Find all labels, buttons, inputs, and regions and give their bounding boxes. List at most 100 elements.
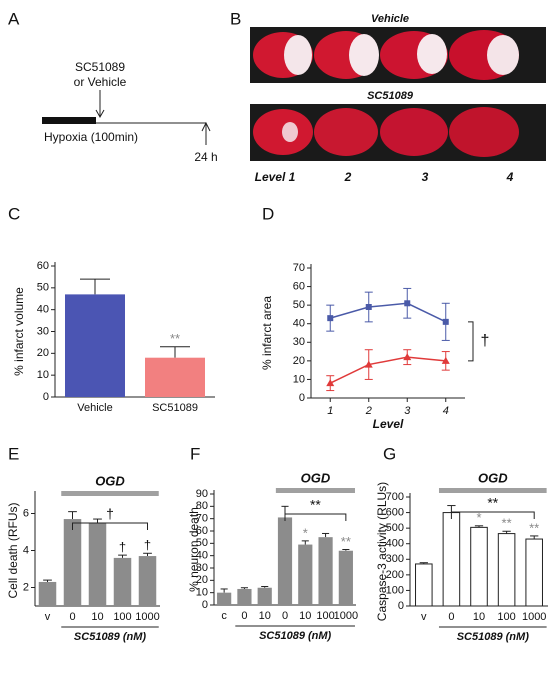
- bar: [257, 587, 272, 605]
- x-tick-label: v: [421, 611, 427, 623]
- group-label: OGD: [301, 470, 331, 485]
- x-tick-label: 3: [404, 405, 411, 417]
- x-tick-label: 0: [241, 610, 247, 622]
- y-tick-label: 40: [293, 318, 305, 330]
- bar: [38, 581, 57, 606]
- x-tick-label: 0: [448, 611, 454, 623]
- significance: **: [170, 331, 180, 346]
- drug-label: or Vehicle: [74, 75, 127, 89]
- y-tick-label: 0: [202, 599, 208, 611]
- y-axis-label: % neuron death: [187, 507, 201, 592]
- y-tick-label: 20: [37, 347, 49, 359]
- y-tick-label: 50: [293, 299, 305, 311]
- level-label: Level 1: [255, 170, 296, 184]
- y-tick-label: 10: [293, 373, 305, 385]
- timeline: SC51089 or Vehicle Hypoxia (100min) 24 h: [42, 60, 218, 164]
- x-tick-label: 10: [473, 611, 485, 623]
- y-tick-label: 70: [196, 513, 208, 525]
- y-tick-label: 10: [37, 369, 49, 381]
- bracket: [450, 511, 535, 519]
- y-tick-label: 50: [196, 537, 208, 549]
- marker: [327, 315, 334, 322]
- bar: [415, 563, 433, 607]
- y-tick-label: 100: [386, 584, 404, 596]
- y-tick-label: 80: [196, 500, 208, 512]
- bar: [442, 512, 461, 607]
- x-tick-label: 10: [91, 611, 103, 623]
- series-line: [329, 356, 446, 384]
- y-axis-label: Cell death (RFUs): [6, 502, 20, 598]
- y-tick-label: 60: [293, 280, 305, 292]
- significance: †: [144, 538, 151, 553]
- bar: [145, 357, 205, 397]
- marker: [403, 353, 412, 361]
- bar: [470, 526, 488, 607]
- x-tick-label: Vehicle: [77, 402, 112, 414]
- level-label: 3: [422, 170, 429, 184]
- hypoxia-label: Hypoxia (100min): [44, 130, 138, 144]
- x-tick-label: c: [221, 610, 227, 622]
- x-tick-label: 0: [69, 611, 75, 623]
- significance: †: [119, 540, 126, 555]
- bracket: [72, 522, 148, 530]
- y-tick-label: 0: [299, 392, 305, 404]
- x-tick-label: v: [45, 611, 51, 623]
- bar: [298, 544, 313, 605]
- group-bar: [275, 488, 355, 493]
- panel-label: F: [190, 444, 200, 463]
- y-tick-label: 90: [196, 488, 208, 500]
- y-tick-label: 20: [196, 574, 208, 586]
- bracket: [284, 513, 347, 521]
- y-tick-label: 700: [386, 491, 404, 503]
- group-label: OGD: [478, 470, 508, 485]
- vehicle-brains: [253, 30, 519, 80]
- bar: [88, 522, 107, 606]
- bar: [497, 533, 516, 607]
- y-tick-label: 0: [43, 391, 49, 403]
- bar: [138, 556, 157, 606]
- y-tick-label: 10: [196, 587, 208, 599]
- bracket: [468, 321, 474, 362]
- y-tick-label: 20: [293, 355, 305, 367]
- y-tick-label: 40: [196, 550, 208, 562]
- marker: [441, 356, 450, 364]
- y-tick-label: 50: [37, 282, 49, 294]
- x-tick-label: 2: [365, 405, 372, 417]
- x-tick-label: 1: [327, 405, 333, 417]
- x-axis-label: SC51089 (nM): [457, 631, 529, 643]
- bar: [65, 294, 125, 397]
- level-label: 2: [344, 170, 352, 184]
- panel-label: A: [8, 9, 20, 28]
- y-tick-label: 500: [386, 522, 404, 534]
- y-tick-label: 60: [196, 525, 208, 537]
- bar: [63, 519, 82, 606]
- x-tick-label: 100: [497, 611, 515, 623]
- significance: †: [481, 333, 490, 350]
- marker: [442, 318, 449, 325]
- x-tick-label: 100: [316, 610, 334, 622]
- y-tick-label: 40: [37, 304, 49, 316]
- panel-label: D: [262, 204, 274, 223]
- x-tick-label: 0: [282, 610, 288, 622]
- bar: [113, 557, 132, 606]
- panel-label: E: [8, 444, 19, 463]
- bar: [525, 538, 543, 607]
- y-tick-label: 200: [386, 569, 404, 581]
- bracket-label: **: [487, 495, 498, 511]
- y-tick-label: 300: [386, 553, 404, 565]
- panel-label: C: [8, 204, 20, 223]
- y-tick-label: 4: [23, 544, 29, 556]
- y-tick-label: 30: [293, 336, 305, 348]
- y-axis-label: Caspase-3 activity (RLUs): [375, 482, 389, 621]
- significance: **: [529, 520, 539, 535]
- y-tick-label: 30: [37, 325, 49, 337]
- bracket-label: †: [106, 506, 114, 522]
- x-tick-label: 1000: [135, 611, 159, 623]
- y-tick-label: 6: [23, 507, 29, 519]
- x-axis-label: SC51089 (nM): [74, 631, 146, 643]
- marker: [326, 379, 335, 387]
- x-tick-label: SC51089: [152, 402, 198, 414]
- y-tick-label: 400: [386, 538, 404, 550]
- x-tick-label: 10: [299, 610, 311, 622]
